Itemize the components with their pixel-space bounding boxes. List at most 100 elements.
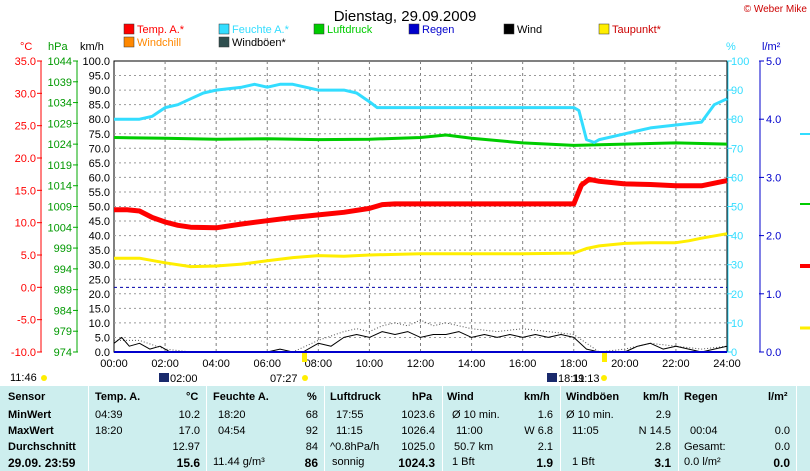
wind-min-value: 1.6 (537, 409, 553, 421)
temp-tick-label: 15.0 (15, 185, 36, 197)
pct-tick-label: 80 (731, 114, 743, 126)
temp-max-value: 17.0 (178, 425, 200, 437)
hpa-tick-label: 1024 (48, 139, 72, 151)
temp-tick-label: 20.0 (15, 153, 36, 165)
row-label-max: MaxWert (8, 425, 54, 437)
header-wind-unit: km/h (524, 391, 550, 403)
series-layer (113, 82, 728, 353)
regen-current-label: 0.0 l/m² (684, 456, 721, 468)
kmh-tick-label: 100.0 (82, 56, 110, 68)
x-tick-label: 20:00 (611, 358, 639, 370)
pct-tick-label: 90 (731, 85, 743, 97)
wind-max-value: W 6.8 (524, 425, 553, 437)
pct-tick-label: 100 (731, 56, 749, 68)
rain-tick-label: 1.0 (766, 289, 781, 301)
kmh-tick-label: 95.0 (89, 71, 110, 83)
temp-tick-label: 10.0 (15, 218, 36, 230)
copyright-label: © Weber Mike (744, 4, 808, 15)
col-divider (796, 386, 797, 471)
series-taupunkt (114, 232, 728, 269)
kmh-tick-label: 65.0 (89, 158, 110, 170)
x-tick-label: 14:00 (458, 358, 486, 370)
legend-swatch (218, 36, 230, 48)
boeen-avg-value: 2.8 (655, 441, 671, 453)
wind-current-value: 1.9 (536, 456, 553, 470)
legend-swatch (408, 23, 420, 35)
kmh-tick-label: 40.0 (89, 231, 110, 243)
hpa-tick-label: 1029 (48, 118, 72, 130)
temp-tick-label: 25.0 (15, 121, 36, 133)
legend-swatch (598, 23, 610, 35)
kmh-tick-label: 25.0 (89, 274, 110, 286)
legend-swatch (123, 23, 135, 35)
header-windboeen: Windböen (566, 391, 620, 403)
kmh-tick-label: 45.0 (89, 216, 110, 228)
temp-unit-label: °C (20, 41, 32, 53)
boeen-min-value: 2.9 (655, 409, 671, 421)
x-tick-label: 24:00 (713, 358, 741, 370)
regen-max-time: 00:04 (690, 425, 718, 437)
temp-tick-label: -10.0 (11, 347, 36, 359)
sunrise-icon (302, 375, 308, 381)
kmh-tick-label: 90.0 (89, 85, 110, 97)
col-divider (206, 386, 207, 471)
legend-label: Feuchte A.* (232, 24, 290, 36)
feuchte-max-value: 92 (305, 425, 318, 437)
kmh-tick-label: 75.0 (89, 129, 110, 141)
luft-max-value: 1026.4 (401, 425, 435, 437)
legend: Temp. A.* Feuchte A.* Luftdruck Regen Wind Ta… (123, 23, 662, 49)
rain-tick-label: 0.0 (766, 347, 781, 359)
hpa-tick-label: 1009 (48, 202, 72, 214)
kmh-tick-label: 70.0 (89, 143, 110, 155)
rain-tick-label: 4.0 (766, 114, 781, 126)
header-luftdruck: Luftdruck (330, 391, 381, 403)
pct-tick-label: 60 (731, 172, 743, 184)
legend-label: Windchill (137, 37, 181, 49)
kmh-tick-label: 15.0 (89, 303, 110, 315)
series-feuchte (114, 82, 728, 144)
feuchte-current-value: 86 (304, 456, 318, 470)
legend-swatch (313, 23, 325, 35)
kmh-tick-label: 50.0 (89, 202, 110, 214)
weather-chart: Dienstag, 29.09.2009 © Weber Mike Temp. … (10, 4, 810, 385)
hpa-tick-label: 1039 (48, 77, 72, 89)
header-temp: Temp. A. (95, 391, 141, 403)
pct-tick-label: 40 (731, 231, 743, 243)
legend-label: Windböen* (232, 37, 287, 49)
kmh-unit-label: km/h (80, 41, 104, 53)
x-tick-label: 18:00 (560, 358, 588, 370)
marker-time-3: 18:11 (558, 373, 585, 385)
x-tick-label: 06:00 (253, 358, 281, 370)
x-tick-label: 02:00 (151, 358, 179, 370)
header-feuchte: Feuchte A. (213, 391, 269, 403)
x-tick-label: 00:00 (100, 358, 128, 370)
luft-max-time: 11:15 (336, 425, 363, 437)
chart-title: Dienstag, 29.09.2009 (334, 8, 477, 25)
col-divider (88, 386, 89, 471)
kmh-tick-label: 30.0 (89, 260, 110, 272)
temp-min-time: 04:39 (95, 409, 123, 421)
row-label-avg: Durchschnitt (8, 441, 76, 453)
temp-min-value: 10.2 (178, 409, 200, 421)
sunset-bar (602, 352, 607, 362)
wind-min-label: Ø 10 min. (452, 409, 500, 421)
pct-tick-label: 50 (731, 202, 743, 214)
pct-tick-label: 20 (731, 289, 743, 301)
header-sensor: Sensor (8, 391, 46, 403)
col-divider (442, 386, 443, 471)
luft-trend: ^0.8hPa/h (330, 441, 380, 453)
feuchte-avg-value: 84 (305, 441, 318, 453)
forecast-text: sonnig (332, 456, 365, 468)
kmh-tick-label: 0.0 (95, 347, 110, 359)
legend-label: Regen (422, 24, 454, 36)
boeen-bft: 1 Bft (572, 456, 595, 468)
header-luftdruck-unit: hPa (412, 391, 433, 403)
moonset-icon (547, 373, 557, 382)
luft-min-value: 1023.6 (401, 409, 435, 421)
kmh-tick-label: 20.0 (89, 289, 110, 301)
pct-unit-label: % (726, 41, 736, 53)
legend-label: Temp. A.* (137, 24, 185, 36)
temp-current-value: 15.6 (176, 456, 200, 470)
hpa-tick-label: 999 (54, 243, 72, 255)
x-tick-label: 16:00 (509, 358, 537, 370)
